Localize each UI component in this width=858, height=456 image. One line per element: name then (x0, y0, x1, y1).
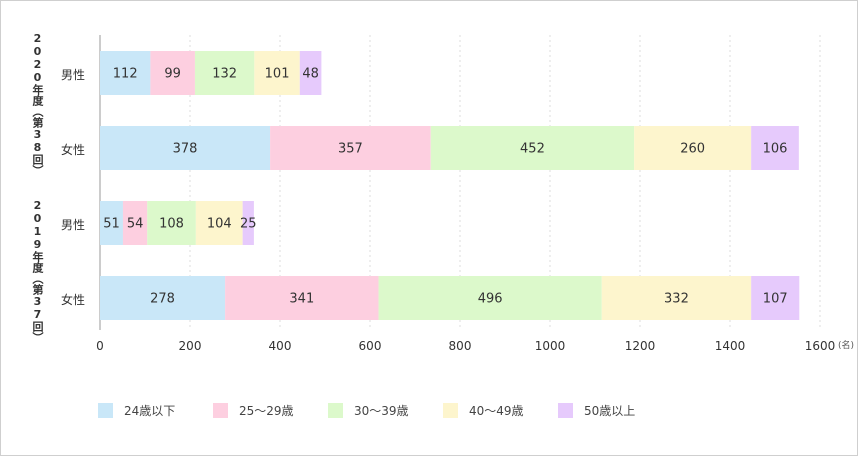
bar-segment (254, 51, 300, 95)
x-unit-label: (名) (838, 339, 854, 351)
bar-value-label: 25 (240, 217, 257, 232)
bar-segment (194, 51, 255, 95)
legend-label-40-49: 40〜49歳 (469, 403, 524, 418)
x-tick-label: 800 (449, 339, 472, 353)
bar-segment (634, 126, 752, 170)
bar-segment (150, 51, 195, 95)
bar-segment (299, 51, 322, 95)
bar-value-label: 278 (150, 292, 175, 307)
legend-label-50-over: 50歳以上 (584, 403, 636, 418)
bar-value-label: 496 (478, 292, 503, 307)
legend-swatch-25-29 (213, 402, 228, 418)
group-label-2020: 2020年度（第38回） (31, 32, 44, 176)
x-tick-label: 1400 (715, 339, 746, 353)
legend-swatch-24-under (98, 402, 113, 418)
bar-segment (601, 276, 752, 320)
bar-value-label: 112 (113, 67, 138, 82)
x-tick-label: 400 (269, 339, 292, 353)
x-tick-label: 200 (179, 339, 202, 353)
category-label-2020-male: 男性 (61, 68, 86, 82)
x-tick-label: 1200 (625, 339, 656, 353)
legend-item-24-under: 24歳以下 (98, 400, 175, 420)
bar-value-label: 132 (212, 67, 237, 82)
legend-item-40-49: 40〜49歳 (443, 400, 524, 420)
bar-value-label: 104 (207, 217, 232, 232)
category-label-2019-female: 女性 (61, 293, 86, 307)
legend-item-25-29: 25〜29歳 (213, 400, 294, 420)
x-tick-label: 1000 (535, 339, 566, 353)
bar-value-label: 378 (173, 142, 198, 157)
bar-segment (225, 276, 379, 320)
x-tick-label: 0 (96, 339, 104, 353)
bar-segment (195, 201, 243, 245)
bar-value-label: 48 (302, 67, 319, 82)
bar-segment (147, 201, 196, 245)
bar-value-label: 51 (103, 217, 120, 232)
bar-value-label: 107 (763, 292, 788, 307)
legend-swatch-30-39 (328, 402, 343, 418)
bar-segment (270, 126, 431, 170)
group-label-2019: 2019年度（第37回） (31, 199, 44, 343)
bar-value-label: 99 (164, 67, 181, 82)
bar-value-label: 108 (159, 217, 184, 232)
bar-segment (122, 201, 148, 245)
category-label-2019-male: 男性 (61, 218, 86, 232)
legend-swatch-40-49 (443, 402, 458, 418)
bar-segment (100, 51, 151, 95)
bar-value-label: 332 (664, 292, 689, 307)
bar-value-label: 106 (763, 142, 788, 157)
legend-swatch-50-over (558, 402, 573, 418)
bar-value-label: 357 (338, 142, 363, 157)
bar-segment (751, 276, 800, 320)
legend-label-25-29: 25〜29歳 (239, 403, 294, 418)
bar-segment (100, 201, 123, 245)
bar-value-label: 341 (289, 292, 314, 307)
x-tick-label: 1600 (805, 339, 836, 353)
bar-segment (378, 276, 602, 320)
category-label-2020-female: 女性 (61, 143, 86, 157)
bar-segment (430, 126, 635, 170)
bar-segment (751, 126, 799, 170)
bar-value-label: 260 (680, 142, 705, 157)
legend-label-24-under: 24歳以下 (124, 403, 176, 418)
bar-segment (242, 201, 254, 245)
bar-segment (100, 276, 226, 320)
bar-segment (100, 126, 271, 170)
legend-label-30-39: 30〜39歳 (354, 403, 409, 418)
bar-value-label: 452 (520, 142, 545, 157)
bar-value-label: 54 (127, 217, 144, 232)
legend-item-50-over: 50歳以上 (558, 400, 635, 420)
bar-value-label: 101 (265, 67, 290, 82)
x-tick-label: 600 (359, 339, 382, 353)
legend-item-30-39: 30〜39歳 (328, 400, 409, 420)
